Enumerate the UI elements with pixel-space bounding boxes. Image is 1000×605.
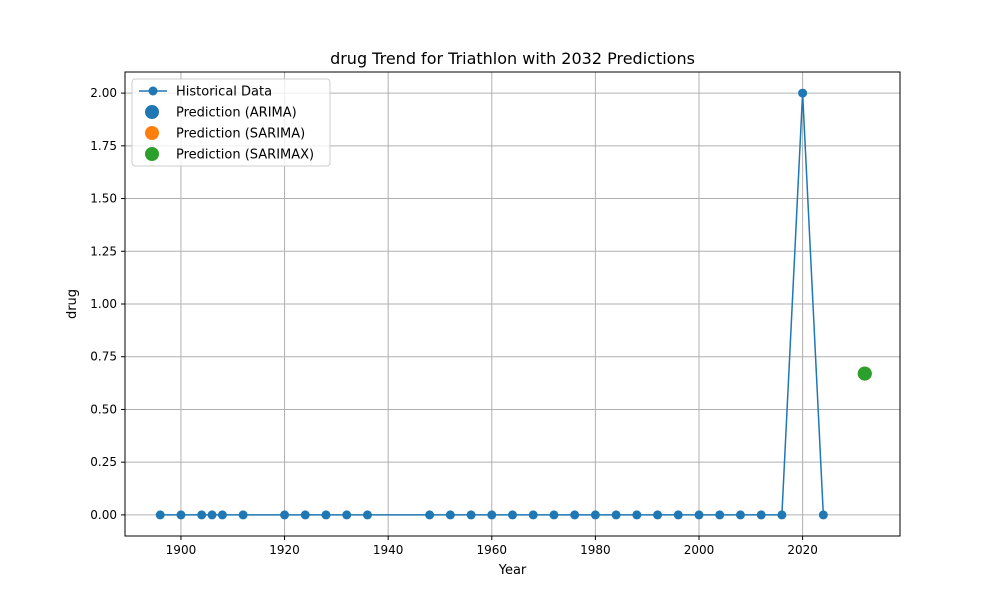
historical-data-point bbox=[280, 510, 290, 520]
historical-data-point bbox=[445, 510, 455, 520]
y-tick-label: 0.00 bbox=[90, 508, 117, 522]
historical-data-point bbox=[321, 510, 331, 520]
y-tick-label: 1.00 bbox=[90, 297, 117, 311]
x-tick-label: 1920 bbox=[269, 543, 300, 557]
historical-data-point bbox=[590, 510, 600, 520]
historical-data-point bbox=[735, 510, 745, 520]
y-tick-label: 2.00 bbox=[90, 86, 117, 100]
ticks-layer: 1900 1920 1940 1960 1980 2000 2020 0.00 0.25 0.50… bbox=[90, 86, 818, 557]
historical-data-point bbox=[197, 510, 207, 520]
historical-data-point bbox=[798, 88, 808, 98]
historical-data-point bbox=[653, 510, 663, 520]
historical-data-point bbox=[362, 510, 372, 520]
historical-data-point bbox=[611, 510, 621, 520]
y-tick-label: 1.50 bbox=[90, 192, 117, 206]
legend-label: Prediction (SARIMA) bbox=[176, 127, 305, 142]
historical-data-point bbox=[777, 510, 787, 520]
legend-marker-swatch bbox=[145, 105, 159, 119]
historical-data-point bbox=[155, 510, 165, 520]
historical-data-point bbox=[570, 510, 580, 520]
legend: Historical Data Prediction (ARIMA) Predict… bbox=[131, 78, 331, 167]
prediction-point-3 bbox=[857, 366, 872, 381]
x-tick-label: 1980 bbox=[580, 543, 611, 557]
historical-data-point bbox=[342, 510, 352, 520]
historical-data-point bbox=[756, 510, 766, 520]
y-tick-label: 0.50 bbox=[90, 402, 117, 416]
x-axis-label: Year bbox=[498, 563, 527, 578]
y-tick-label: 0.75 bbox=[90, 350, 117, 364]
chart-title: drug Trend for Triathlon with 2032 Predi… bbox=[330, 49, 695, 68]
historical-data-point bbox=[632, 510, 642, 520]
legend-marker-swatch bbox=[148, 86, 158, 96]
legend-marker-swatch bbox=[145, 126, 159, 140]
x-tick-label: 2020 bbox=[787, 543, 818, 557]
x-tick-label: 1900 bbox=[166, 543, 197, 557]
historical-data-point bbox=[466, 510, 476, 520]
legend-label: Historical Data bbox=[176, 85, 272, 100]
legend-box bbox=[131, 78, 331, 167]
y-tick-label: 1.25 bbox=[90, 244, 117, 258]
x-tick-label: 1960 bbox=[477, 543, 508, 557]
historical-data-point bbox=[207, 510, 217, 520]
y-tick-label: 0.25 bbox=[90, 455, 117, 469]
historical-data-point bbox=[715, 510, 725, 520]
historical-data-point bbox=[549, 510, 559, 520]
y-axis-label: drug bbox=[65, 289, 80, 319]
historical-data-point bbox=[528, 510, 538, 520]
historical-data-point bbox=[425, 510, 435, 520]
series-layer bbox=[155, 88, 872, 520]
historical-data-point bbox=[673, 510, 683, 520]
historical-data-point bbox=[300, 510, 310, 520]
x-tick-label: 1940 bbox=[373, 543, 404, 557]
legend-marker-swatch bbox=[145, 147, 159, 161]
legend-label: Prediction (ARIMA) bbox=[176, 106, 297, 121]
historical-data-point bbox=[508, 510, 517, 520]
historical-data-point bbox=[238, 510, 248, 520]
historical-data-point bbox=[487, 510, 497, 520]
historical-data-point bbox=[818, 510, 828, 520]
historical-data-point bbox=[694, 510, 704, 520]
x-tick-label: 2000 bbox=[684, 543, 715, 557]
legend-label: Prediction (SARIMAX) bbox=[176, 148, 314, 163]
y-tick-label: 1.75 bbox=[90, 139, 117, 153]
historical-data-point bbox=[217, 510, 227, 520]
historical-data-point bbox=[176, 510, 186, 520]
